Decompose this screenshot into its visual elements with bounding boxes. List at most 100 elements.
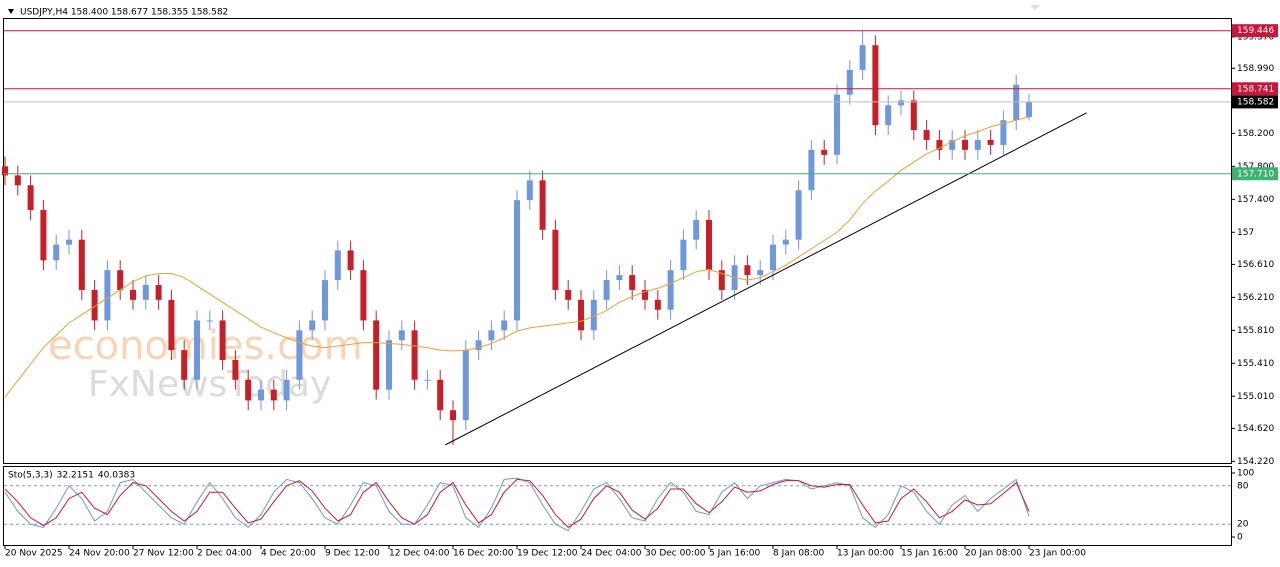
- candle-body: [411, 330, 418, 380]
- candle-body: [181, 350, 188, 380]
- price-level-label: 158.582: [1237, 97, 1274, 107]
- candle-body: [808, 149, 815, 191]
- candle-body: [834, 94, 840, 155]
- candle-body: [949, 139, 956, 150]
- menu-arrow: [8, 9, 14, 14]
- price-level-label: 158.741: [1237, 84, 1274, 94]
- price-level-tag: [1232, 24, 1278, 38]
- main-panel: [3, 18, 1232, 464]
- candle-body: [552, 229, 559, 290]
- price-level-label: 157.710: [1237, 169, 1274, 179]
- stochastic-line: [4, 478, 1030, 529]
- candle-body: [334, 250, 341, 281]
- y-tick-label: 157.800: [1237, 162, 1274, 172]
- candle-body: [782, 239, 789, 245]
- indicator-tick-label: 80: [1237, 481, 1249, 491]
- indicator-tick-label: 0: [1237, 533, 1243, 543]
- candle-body: [462, 350, 469, 421]
- candle-body: [718, 270, 725, 290]
- candle-body: [104, 270, 111, 321]
- price-level-label: 159.446: [1237, 26, 1274, 36]
- candle-body: [987, 139, 994, 145]
- x-tick-label: 12 Dec 04:00: [389, 549, 450, 559]
- candle-body: [117, 270, 124, 290]
- candle-body: [526, 180, 533, 201]
- candle-body: [1000, 120, 1007, 145]
- x-tick-label: 2 Dec 04:00: [197, 549, 252, 559]
- candle-body: [1026, 101, 1032, 117]
- candle-body: [962, 139, 968, 150]
- price-level-tag: [1232, 82, 1278, 96]
- candle-body: [232, 359, 239, 380]
- candle-body: [616, 275, 623, 281]
- x-tick-label: 4 Dec 20:00: [261, 549, 316, 559]
- moving-average: [4, 116, 1030, 398]
- candle-body: [450, 410, 456, 421]
- y-tick-label: 156.610: [1237, 260, 1274, 270]
- candle-body: [565, 289, 572, 300]
- candle-body: [14, 175, 21, 186]
- y-tick-label: 155.810: [1237, 326, 1274, 336]
- candle-body: [539, 180, 546, 230]
- y-tick-label: 157: [1237, 228, 1254, 238]
- candle-body: [219, 320, 226, 360]
- candle-body: [898, 100, 904, 106]
- x-tick-label: 19 Dec 12:00: [517, 549, 578, 559]
- candle-body: [347, 250, 354, 271]
- x-tick-label: 15 Jan 16:00: [901, 549, 958, 559]
- candle-body: [770, 244, 776, 271]
- candle-body: [398, 330, 405, 341]
- candle-body: [194, 320, 200, 380]
- y-tick-label: 156.210: [1237, 293, 1274, 303]
- candle-body: [258, 389, 264, 401]
- x-tick-label: 20 Nov 2025: [5, 549, 63, 559]
- candle-body: [859, 45, 866, 70]
- candle-body: [872, 45, 879, 126]
- candle-body: [654, 299, 661, 310]
- candle-body: [629, 275, 636, 290]
- candle-body: [578, 299, 584, 331]
- indicator-tick-label: 20: [1237, 520, 1249, 530]
- candle-body: [296, 330, 303, 380]
- x-tick-label: 27 Nov 12:00: [133, 549, 194, 559]
- candle-body: [603, 280, 610, 300]
- x-tick-label: 30 Dec 00:00: [645, 549, 706, 559]
- candle-body: [309, 320, 316, 331]
- candle-body: [706, 219, 712, 271]
- candle-body: [642, 289, 648, 300]
- indicator-value: 40.0383: [98, 471, 135, 481]
- candle-body: [155, 285, 162, 300]
- x-tick-label: 9 Dec 12:00: [325, 549, 380, 559]
- y-tick-label: 154.220: [1237, 457, 1274, 467]
- trendline: [445, 112, 1087, 446]
- candle-body: [360, 270, 367, 321]
- candle-body: [386, 340, 392, 390]
- candle-body: [78, 239, 85, 290]
- x-tick-label: 8 Jan 08:00: [773, 549, 825, 559]
- candle-body: [270, 389, 277, 401]
- candle-body: [373, 320, 380, 390]
- candle-body: [168, 299, 175, 351]
- y-tick-label: 157.400: [1237, 195, 1274, 205]
- candle-body: [322, 280, 328, 321]
- candle-body: [667, 270, 674, 310]
- candle-body: [590, 299, 597, 331]
- candle-body: [923, 130, 930, 140]
- candle-body: [130, 289, 136, 300]
- y-tick-label: 154.620: [1237, 424, 1274, 434]
- candle-body: [501, 320, 508, 331]
- price-level-tag: [1232, 167, 1278, 181]
- candle-body: [885, 105, 892, 126]
- candle-body: [91, 289, 98, 321]
- y-tick-label: 155.010: [1237, 392, 1274, 402]
- candle-body: [2, 166, 8, 176]
- indicator-panel: [3, 466, 1232, 546]
- candle-body: [514, 200, 520, 321]
- candle-body: [475, 340, 482, 351]
- watermark-text: economies.com: [48, 323, 363, 369]
- candle-body: [936, 139, 943, 150]
- candle-body: [437, 379, 444, 411]
